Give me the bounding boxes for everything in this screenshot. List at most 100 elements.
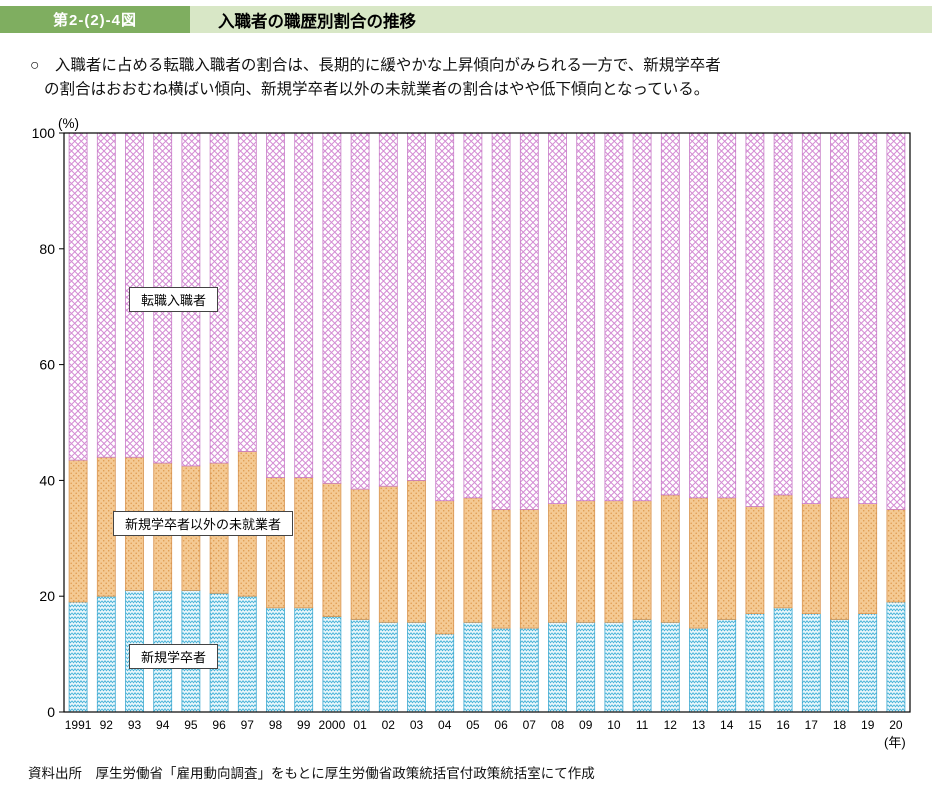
x-tick-label: 99 [297, 718, 311, 732]
bar-segment [322, 616, 342, 713]
bar-segment [689, 627, 708, 713]
bar-segment [858, 132, 878, 505]
bar-segment [801, 503, 821, 615]
chart-area: 1991 92 93 94 95 96 97 98 99 2000 01 02 03 04 05 06 07 08… [0, 112, 932, 757]
source-note: 資料出所 厚生労働省「雇用動向調査」をもとに厚生労働省政策統括官付政策統括室にて… [28, 766, 595, 781]
x-tick-label: 15 [748, 718, 762, 732]
x-tick-label: 97 [241, 718, 255, 732]
figure-number-badge: 第2-(2)-4図 [0, 6, 190, 33]
y-tick-label: 20 [39, 588, 55, 604]
bar-segment [491, 132, 511, 510]
bar-segment [689, 497, 708, 629]
x-tick-label: 02 [382, 718, 396, 732]
figure-title-strip: 入職者の職歴別割合の推移 [190, 6, 932, 33]
bar-segment [322, 482, 342, 617]
bar-segment [435, 132, 455, 502]
bar-segment [660, 494, 680, 623]
bar-segment [463, 621, 483, 713]
bar-segment [237, 595, 257, 713]
bar-segment [632, 618, 652, 713]
bar-segment [604, 621, 624, 713]
bar-segment [773, 607, 793, 713]
series-label-jobchanger: 転職入職者 [129, 287, 219, 312]
y-axis-unit: (%) [58, 116, 79, 131]
x-tick-label: 12 [664, 718, 678, 732]
bar-segment [745, 506, 765, 614]
bar-segment [350, 132, 370, 490]
bar-segment [519, 627, 539, 713]
y-tick-label: 40 [39, 472, 55, 488]
bar-segment [463, 132, 483, 499]
x-tick-label: 96 [212, 718, 226, 732]
bar-segment [604, 500, 624, 623]
bar-segment [717, 497, 737, 620]
x-tick-label: 09 [579, 718, 593, 732]
bar-segment [407, 132, 426, 481]
bar-segment [717, 618, 737, 713]
bar-segment [435, 633, 455, 713]
bar-segment [350, 488, 370, 620]
bar-segment [773, 132, 793, 496]
x-tick-label: 1991 [65, 718, 92, 732]
bar-segment [548, 503, 567, 623]
bar-segment [886, 132, 906, 510]
y-tick-label: 60 [39, 357, 55, 373]
bar-segment [491, 627, 511, 713]
bar-segment [294, 132, 314, 478]
bar-segment [96, 595, 116, 713]
bar-segment [801, 132, 821, 505]
bar-segment [745, 613, 765, 713]
summary-text: ○ 入職者に占める転職入職者の割合は、長期的に緩やかな上昇傾向がみられる一方で、… [30, 54, 915, 102]
bar-segment [519, 508, 539, 629]
bar-segment [68, 601, 88, 713]
bar-segment [322, 132, 342, 484]
bar-segment [830, 618, 849, 713]
bar-segment [96, 132, 116, 458]
bar-segment [463, 497, 483, 623]
x-tick-label: 03 [410, 718, 424, 732]
bar-segment [266, 607, 285, 713]
bar-segment [407, 479, 426, 623]
x-tick-label: 92 [100, 718, 114, 732]
y-tick-label: 100 [32, 125, 56, 141]
bar-segment [266, 477, 285, 609]
x-tick-label: 05 [466, 718, 480, 732]
bar-segment [689, 132, 708, 499]
stacked-bar-chart: 1991 92 93 94 95 96 97 98 99 2000 01 02 03 04 05 06 07 08… [32, 125, 911, 732]
x-tick-label: 95 [184, 718, 198, 732]
bar-segment [886, 508, 906, 603]
bar-segment [407, 621, 426, 713]
x-tick-label: 11 [636, 718, 649, 732]
bar-segment [491, 508, 511, 629]
x-tick-label: 20 [889, 718, 903, 732]
bar-segment [858, 613, 878, 713]
x-tick-label: 93 [128, 718, 142, 732]
bar-segment [294, 607, 314, 713]
bar-segment [576, 132, 596, 502]
bar-segment [858, 503, 878, 615]
bar-segment [886, 601, 906, 713]
x-axis-unit: (年) [884, 735, 906, 750]
series-label-newgrad: 新規学卒者 [129, 644, 219, 669]
bar-segment [378, 621, 398, 713]
x-tick-label: 04 [438, 718, 452, 732]
axis-layer: 1991 92 93 94 95 96 97 98 99 2000 01 02 03 04 05 06 07 08… [32, 125, 911, 732]
x-tick-label: 10 [607, 718, 621, 732]
x-tick-label: 14 [720, 718, 734, 732]
bar-segment [745, 132, 765, 507]
bar-segment [604, 132, 624, 502]
bar-segment [801, 613, 821, 713]
figure-title: 入職者の職歴別割合の推移 [218, 12, 416, 31]
x-tick-label: 01 [353, 718, 367, 732]
x-tick-label: 13 [692, 718, 706, 732]
bar-segment [548, 132, 567, 505]
bar-segment [519, 132, 539, 510]
bar-segment [350, 618, 370, 713]
summary-line-2: の割合はおおむね横ばい傾向、新規学卒者以外の未就業者の割合はやや低下傾向となって… [44, 81, 710, 99]
bar-segment [294, 477, 314, 609]
plot-frame [63, 132, 911, 713]
series-label-nonemployed: 新規学卒者以外の未就業者 [113, 511, 294, 536]
bar-segment [830, 497, 849, 620]
x-tick-label: 2000 [319, 718, 346, 732]
bar-segment [660, 132, 680, 496]
